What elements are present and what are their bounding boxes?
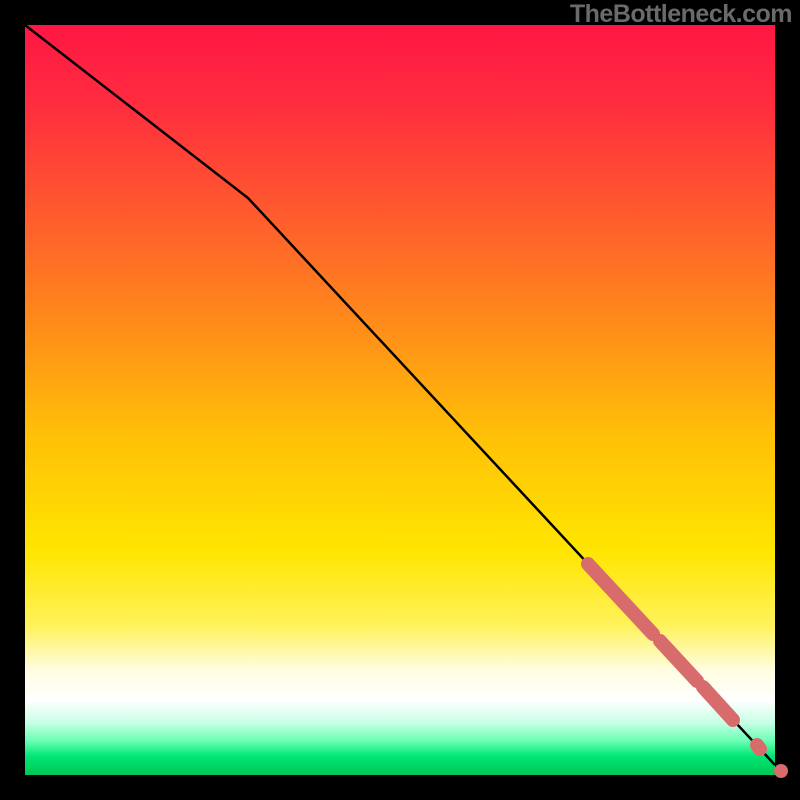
- marker-end-dot: [774, 764, 788, 778]
- marker-segment: [757, 745, 760, 749]
- plot-area: [25, 25, 775, 775]
- chart-container: TheBottleneck.com: [0, 0, 800, 800]
- bottleneck-chart: [0, 0, 800, 800]
- watermark-text: TheBottleneck.com: [570, 0, 792, 29]
